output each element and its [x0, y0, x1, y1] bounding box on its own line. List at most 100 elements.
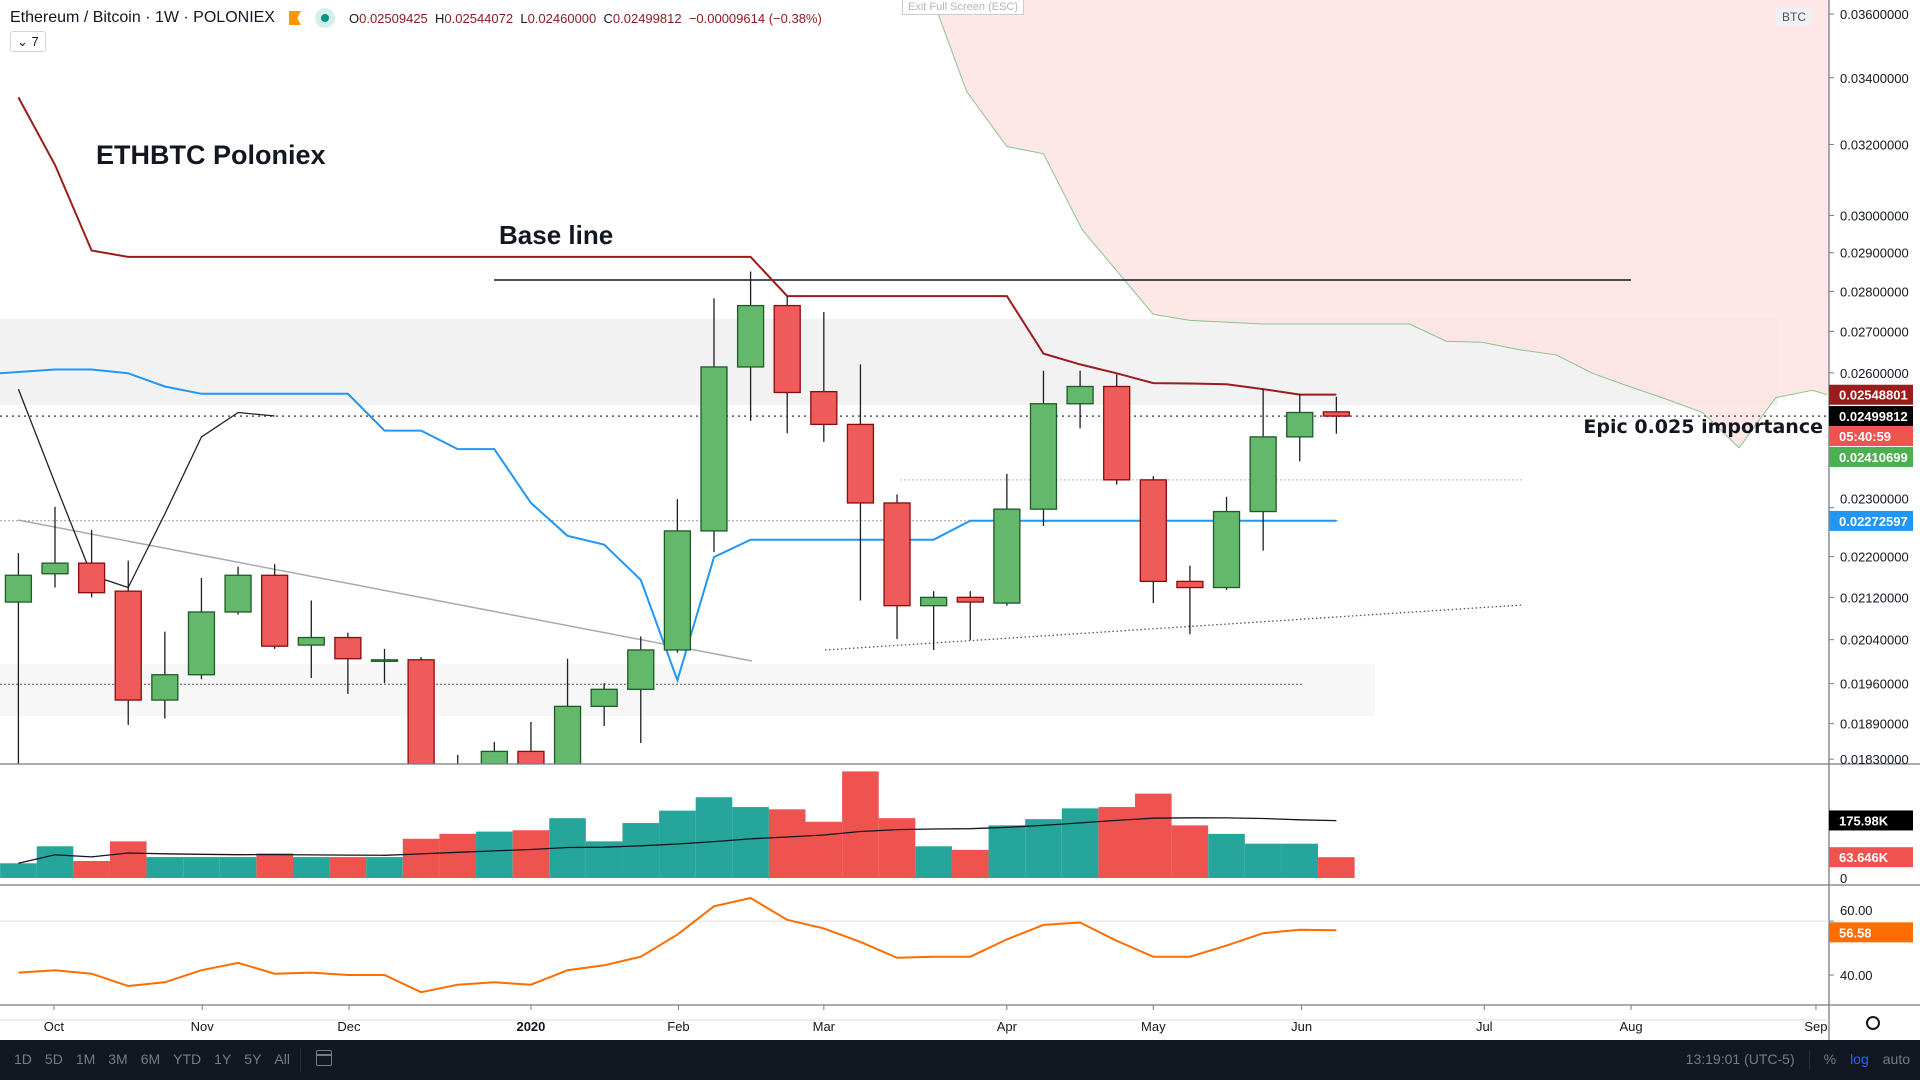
time-label: Apr	[997, 1019, 1018, 1034]
candle[interactable]	[4, 553, 33, 777]
kijun-price-label-bg	[1829, 384, 1913, 405]
log-toggle[interactable]: log	[1850, 1051, 1869, 1067]
candle[interactable]	[1212, 496, 1241, 591]
price-tick-label: 0.01890000	[1840, 717, 1909, 732]
annotation-epic[interactable]: Epic 0.025 importance	[1583, 416, 1823, 438]
chevron-down-icon: ⌄	[17, 34, 28, 49]
candle[interactable]	[297, 600, 325, 679]
range-button-5y[interactable]: 5Y	[244, 1051, 262, 1067]
candle-body	[700, 366, 728, 532]
candle[interactable]	[517, 721, 545, 790]
candle[interactable]	[1139, 476, 1167, 604]
candle-body	[261, 574, 289, 647]
candle[interactable]	[1066, 370, 1094, 429]
auto-toggle[interactable]: auto	[1882, 1051, 1910, 1067]
chart-canvas[interactable]: 0.03600000 0.03400000 0.03200000 0.03000000…	[0, 0, 1920, 1040]
volume-bar	[878, 818, 916, 878]
volume-bar	[73, 860, 110, 878]
range-button-1y[interactable]: 1Y	[214, 1051, 232, 1067]
indicators-collapse-button[interactable]: ⌄ 7	[10, 31, 46, 52]
volume-bar	[512, 830, 550, 878]
candle[interactable]	[445, 754, 471, 827]
clock-time[interactable]: 13:19:01 (UTC-5)	[1685, 1051, 1795, 1067]
volume-ma-label-bg	[1829, 810, 1913, 831]
annotation-base-line[interactable]: Base line	[499, 220, 614, 250]
time-label: Sep	[1804, 1019, 1827, 1034]
volume-bar	[109, 841, 147, 878]
support-trend-line	[824, 604, 1523, 651]
candle[interactable]	[370, 648, 399, 684]
candle[interactable]	[41, 506, 69, 588]
price-tick-label: 0.02800000	[1840, 284, 1909, 299]
volume-bar	[695, 797, 733, 878]
candle[interactable]	[773, 296, 801, 434]
range-button-1m[interactable]: 1M	[75, 1051, 96, 1067]
candle[interactable]	[883, 494, 911, 640]
volume-bar	[988, 825, 1026, 878]
tenkan-price-label-bg	[1829, 510, 1913, 531]
price-tick-label: 0.03600000	[1840, 7, 1909, 22]
symbol-title[interactable]: Ethereum / Bitcoin · 1W · POLONIEX	[10, 9, 275, 26]
settings-gear-icon[interactable]	[1866, 1016, 1880, 1030]
green-price-label: 0.02410699	[1839, 450, 1908, 465]
candle[interactable]	[224, 566, 252, 615]
candle[interactable]	[700, 298, 728, 553]
candle[interactable]	[1322, 396, 1351, 434]
candle-body	[590, 688, 618, 708]
candle[interactable]	[407, 657, 435, 802]
candle[interactable]	[77, 529, 106, 598]
range-button-all[interactable]: All	[274, 1051, 290, 1067]
price-tick-label: 0.02040000	[1840, 633, 1909, 648]
range-button-ytd[interactable]: YTD	[173, 1051, 202, 1067]
range-button-5d[interactable]: 5D	[44, 1051, 63, 1067]
candle-body	[736, 304, 765, 368]
candle[interactable]	[553, 658, 582, 784]
candle[interactable]	[1176, 565, 1204, 635]
calendar-goto-icon[interactable]	[316, 1050, 332, 1066]
candle[interactable]	[993, 473, 1021, 606]
last-price-label: 0.02499812	[1839, 409, 1908, 424]
candle[interactable]	[810, 311, 838, 442]
candle[interactable]	[956, 591, 984, 641]
candle[interactable]	[261, 564, 289, 649]
volume-bar	[1281, 843, 1319, 878]
flag-icon[interactable]	[288, 11, 301, 25]
candle[interactable]	[334, 632, 362, 694]
candle[interactable]	[151, 631, 179, 719]
candle[interactable]	[187, 577, 216, 680]
candle-body	[77, 562, 106, 594]
volume-bar	[402, 838, 440, 878]
candle[interactable]	[480, 741, 508, 790]
lagging-span-line	[17, 388, 275, 589]
percent-toggle[interactable]: %	[1823, 1051, 1837, 1067]
range-button-6m[interactable]: 6M	[140, 1051, 161, 1067]
time-label: May	[1141, 1019, 1166, 1034]
volume-bar	[183, 857, 220, 878]
market-status-icon	[314, 8, 335, 28]
range-buttons: 1D 5D 1M 3M 6M YTD 1Y 5Y All	[14, 1051, 290, 1067]
candle-body	[920, 596, 948, 607]
volume-bar	[256, 853, 293, 878]
candle[interactable]	[627, 636, 655, 744]
volume-bar	[329, 857, 367, 878]
candle[interactable]	[1286, 393, 1314, 462]
candle-body	[480, 750, 508, 764]
volume-last-label-bg	[1829, 847, 1913, 868]
volume-bar	[842, 771, 879, 878]
annotation-title[interactable]: ETHBTC Poloniex	[96, 140, 326, 170]
range-button-1d[interactable]: 1D	[14, 1051, 32, 1067]
candle[interactable]	[1103, 374, 1131, 485]
candle[interactable]	[846, 364, 875, 601]
exit-fullscreen-button[interactable]: Exit Full Screen (ESC)	[902, 0, 1025, 15]
candle[interactable]	[663, 499, 692, 653]
range-button-3m[interactable]: 3M	[108, 1051, 128, 1067]
volume-tick-label: 0	[1840, 871, 1847, 886]
candle[interactable]	[590, 683, 618, 727]
candle[interactable]	[1029, 370, 1058, 527]
candle[interactable]	[1249, 389, 1277, 551]
candle[interactable]	[920, 591, 948, 650]
candle[interactable]	[736, 271, 765, 421]
currency-badge[interactable]: BTC	[1776, 8, 1812, 26]
candle[interactable]	[114, 560, 142, 725]
volume-bar	[292, 857, 330, 878]
